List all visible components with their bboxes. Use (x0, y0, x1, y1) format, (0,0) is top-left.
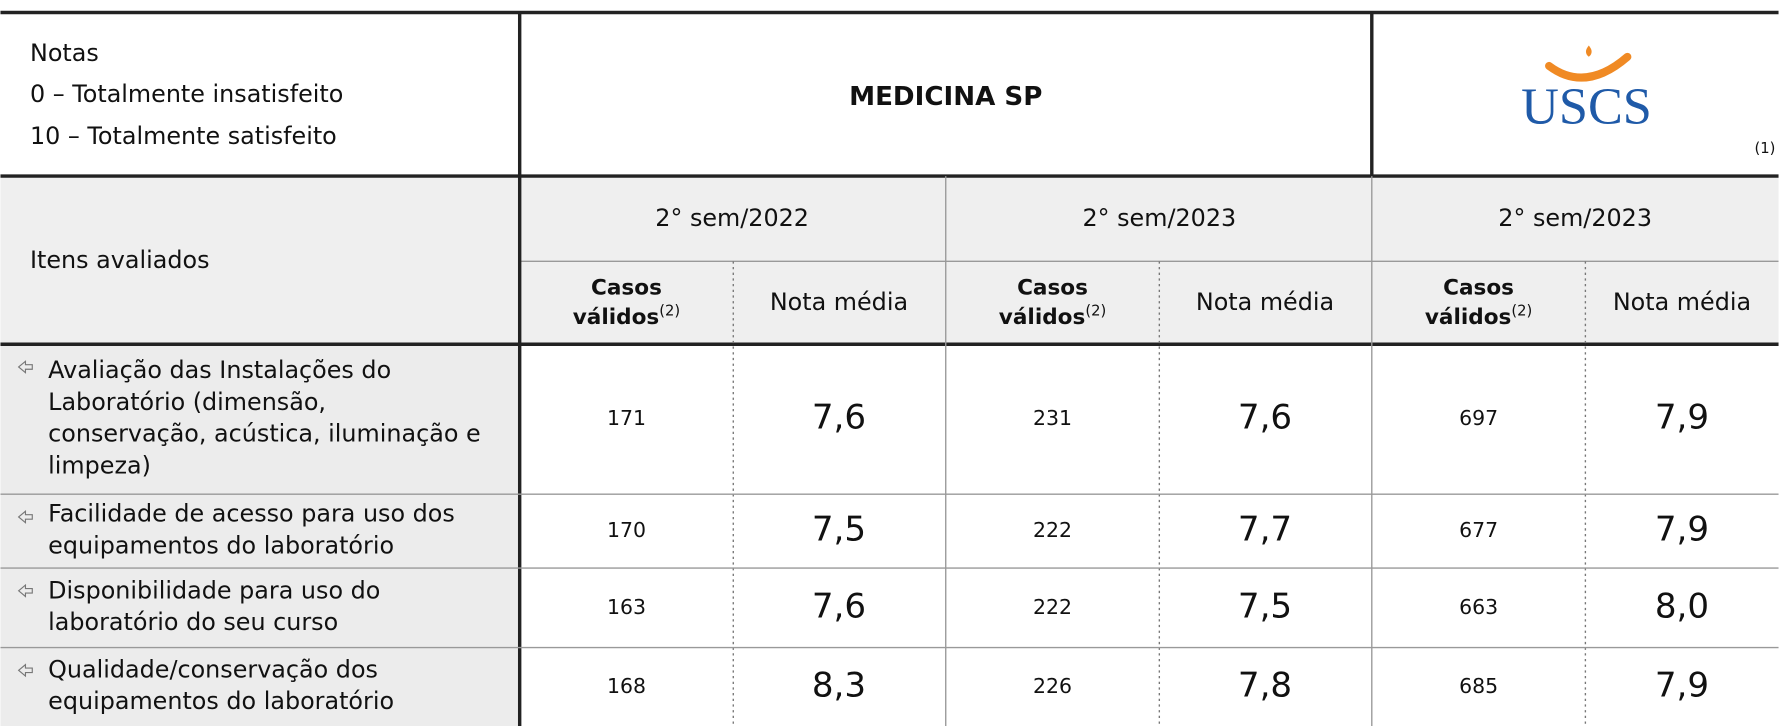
logo: USCS (1521, 77, 1652, 135)
cases-header-sup: (2) (1511, 302, 1532, 319)
cases-header-word: válidos (999, 305, 1086, 330)
mean: 8,0 (1655, 586, 1709, 626)
item-column (0, 344, 520, 726)
mean: 7,9 (1655, 510, 1709, 550)
item-label: Laboratório (dimensão, (48, 388, 326, 416)
mean: 8,3 (812, 665, 866, 705)
cases: 677 (1459, 518, 1498, 542)
mean: 7,5 (1238, 586, 1292, 626)
item-icon (17, 360, 33, 374)
logo-arc (1545, 52, 1632, 82)
item-label: Avaliação das Instalações do (48, 356, 391, 384)
mean: 7,9 (1655, 398, 1709, 438)
cases-header: Casos (1017, 276, 1088, 301)
cases: 163 (607, 595, 646, 619)
cases: 697 (1459, 406, 1498, 430)
item-icon (17, 583, 33, 598)
mean: 7,7 (1238, 510, 1292, 550)
period: 2° sem/2023 (1498, 204, 1652, 232)
cases: 663 (1459, 595, 1498, 619)
mean: 7,6 (812, 586, 866, 626)
mean-header: Nota média (1613, 288, 1751, 316)
item-label: Disponibilidade para uso do (48, 576, 380, 604)
item-label: equipamentos do laboratório (48, 687, 394, 715)
item-label: equipamentos do laboratório (48, 532, 394, 560)
item-label: conservação, acústica, iluminação e (48, 420, 481, 448)
note: Notas (30, 39, 99, 67)
title: MEDICINA SP (849, 82, 1042, 112)
item-label: Facilidade de acesso para uso dos (48, 500, 455, 528)
mean: 7,6 (812, 398, 866, 438)
item-label: limpeza) (48, 451, 151, 479)
cases-header-word: válidos (1425, 305, 1512, 330)
cases-header: válidos(2) (999, 302, 1106, 330)
item-label: Qualidade/conservação dos (48, 655, 378, 683)
note: 0 – Totalmente insatisfeito (30, 80, 343, 108)
cases-header: válidos(2) (573, 302, 680, 330)
item-label: laboratório do seu curso (48, 608, 338, 636)
cases-header-word: válidos (573, 305, 660, 330)
cases: 168 (607, 674, 646, 698)
logo-note: (1) (1754, 140, 1775, 157)
mean: 7,8 (1238, 665, 1292, 705)
cases: 171 (607, 406, 646, 430)
cases-header: válidos(2) (1425, 302, 1532, 330)
item-icon (17, 663, 33, 678)
cases-header: Casos (1443, 276, 1514, 301)
mean: 7,9 (1655, 665, 1709, 705)
cases-header-sup: (2) (659, 302, 680, 319)
header-band (0, 176, 1779, 345)
mean: 7,6 (1238, 398, 1292, 438)
item-icon (17, 510, 33, 524)
period: 2° sem/2022 (655, 204, 809, 232)
period: 2° sem/2023 (1082, 204, 1236, 232)
cases: 170 (607, 518, 646, 542)
cases: 231 (1033, 406, 1072, 430)
row-header: Itens avaliados (30, 246, 210, 274)
cases: 226 (1033, 674, 1072, 698)
mean-header: Nota média (770, 288, 908, 316)
mean: 7,5 (812, 510, 866, 550)
mean-header: Nota média (1196, 288, 1334, 316)
cases-header: Casos (591, 276, 662, 301)
cases-header-sup: (2) (1085, 302, 1106, 319)
cases: 222 (1033, 595, 1072, 619)
cases: 685 (1459, 674, 1498, 698)
cases: 222 (1033, 518, 1072, 542)
note: 10 – Totalmente satisfeito (30, 122, 337, 150)
logo-drop (1585, 45, 1592, 57)
